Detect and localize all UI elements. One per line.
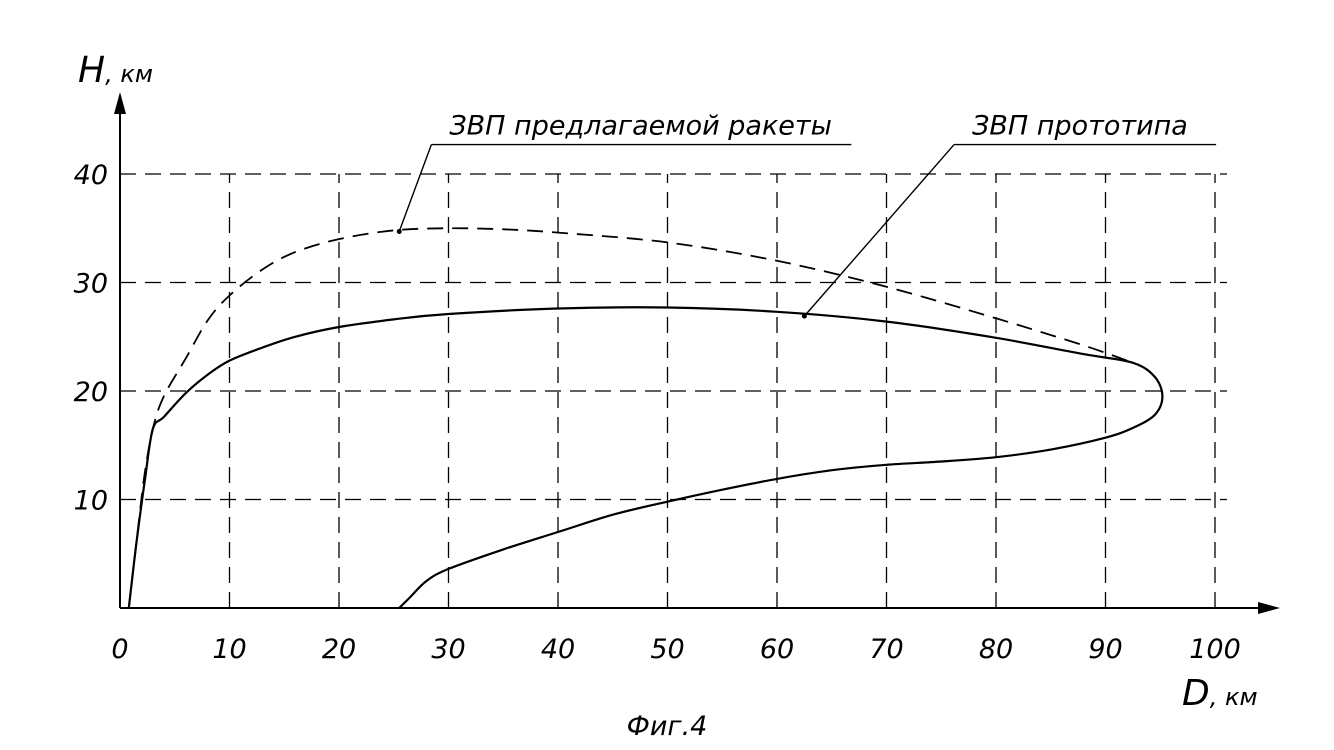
series-label: ЗВП предлагаемой ракеты	[449, 111, 832, 142]
x-tick-label: 40	[541, 634, 575, 665]
tick-labels: 0 10 20 30 40 50 60 70 80 90 100 10 20 30 40	[74, 160, 1241, 665]
series-line-proposed	[127, 227, 1134, 609]
y-tick-label: 30	[74, 269, 108, 300]
y-axis-label: H, км	[78, 50, 153, 91]
x-tick-label: 90	[1088, 634, 1122, 665]
y-axis-arrow	[114, 92, 126, 114]
y-tick-label: 10	[74, 486, 108, 517]
x-tick-label: 70	[869, 634, 903, 665]
x-tick-label: 80	[979, 634, 1013, 665]
x-axis-arrow	[1258, 602, 1280, 614]
x-axis-label: D, км	[1182, 673, 1258, 714]
x-tick-label: 100	[1189, 634, 1241, 665]
annotations: ЗВП предлагаемой ракеты ЗВП прототипа	[396, 111, 1217, 319]
x-tick-label: 10	[212, 634, 246, 665]
series-lines	[127, 227, 1164, 609]
figure-caption: Фиг.4	[627, 711, 708, 742]
x-tick-label: 50	[650, 634, 684, 665]
axes	[114, 92, 1280, 614]
x-tick-label: 60	[760, 634, 794, 665]
x-tick-label: 0	[111, 634, 128, 665]
series-line-prototype	[127, 306, 1164, 609]
x-tick-label: 20	[322, 634, 356, 665]
y-tick-label: 20	[74, 377, 108, 408]
leader-line	[803, 144, 955, 317]
grid-lines	[120, 173, 1227, 608]
x-tick-label: 30	[431, 634, 465, 665]
y-tick-label: 40	[74, 160, 108, 191]
leader-line	[398, 144, 433, 232]
series-label: ЗВП прототипа	[972, 111, 1188, 142]
